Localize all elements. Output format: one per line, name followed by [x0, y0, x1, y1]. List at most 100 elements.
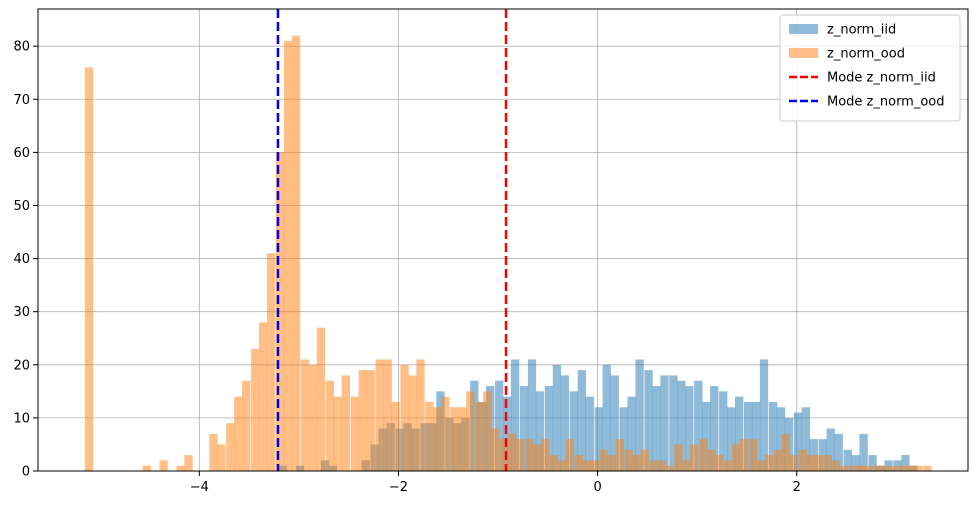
- histogram-bar: [416, 359, 425, 471]
- legend-swatch: [789, 48, 818, 58]
- histogram-bar: [627, 396, 636, 471]
- histogram-bar: [577, 370, 586, 471]
- histogram-bar: [640, 449, 649, 471]
- histogram-bar: [176, 465, 185, 471]
- histogram-bar: [544, 386, 554, 471]
- histogram-bar: [801, 407, 811, 471]
- histogram-bar: [674, 444, 683, 471]
- histogram-bar: [690, 444, 699, 471]
- histogram-bar: [519, 386, 529, 471]
- histogram-bar: [856, 465, 865, 471]
- histogram-bar: [660, 375, 669, 471]
- histogram-bar: [685, 386, 694, 471]
- histogram-bar: [632, 455, 641, 471]
- y-tick-label: 80: [13, 40, 30, 55]
- histogram-bar: [209, 433, 218, 471]
- histogram-bar: [491, 428, 500, 471]
- histogram-bar: [594, 407, 603, 471]
- histogram-bar: [881, 465, 890, 471]
- y-axis: 0 10 20 30 40 50 60 70 80: [13, 40, 38, 480]
- histogram-bar: [552, 364, 562, 471]
- histogram-bar: [475, 401, 484, 471]
- histogram-bar: [275, 152, 285, 471]
- histogram-bar: [184, 455, 193, 471]
- histogram-bar: [500, 439, 509, 471]
- x-tick-label: −2: [389, 480, 408, 495]
- x-tick-label: 0: [593, 480, 601, 495]
- histogram-bar: [507, 433, 517, 471]
- legend-box: [779, 14, 961, 122]
- histogram-bar: [719, 391, 728, 471]
- histogram-bar: [781, 433, 791, 471]
- histogram-bar: [607, 455, 616, 471]
- histogram-bar: [669, 375, 678, 471]
- histogram-bar: [851, 455, 860, 471]
- histogram-bar: [806, 455, 815, 471]
- histogram-bar: [893, 460, 902, 471]
- x-axis: −4 −2 0 2: [190, 471, 801, 495]
- histogram-bar: [383, 359, 392, 471]
- histogram-bar: [267, 253, 276, 471]
- x-tick-label: −4: [190, 480, 209, 495]
- legend-swatch: [789, 24, 818, 34]
- histogram-bar: [515, 439, 525, 471]
- histogram-bar: [677, 380, 686, 471]
- histogram-bar: [366, 370, 375, 471]
- histogram-bar: [635, 359, 644, 471]
- histogram-bar: [764, 455, 774, 471]
- x-tick-label: 2: [793, 480, 801, 495]
- histogram-bar: [615, 439, 624, 471]
- series-z-norm-ood: [84, 35, 932, 472]
- histogram-bar: [574, 455, 583, 471]
- histogram-bar: [657, 460, 666, 471]
- histogram-bar: [864, 465, 873, 471]
- histogram-bar: [773, 449, 783, 471]
- histogram-bar: [217, 444, 226, 471]
- histogram-bar: [868, 455, 877, 471]
- histogram-bar: [652, 386, 661, 471]
- histogram-bar: [789, 455, 799, 471]
- y-tick-label: 10: [13, 411, 30, 426]
- y-tick-label: 20: [13, 358, 30, 373]
- histogram-bar: [532, 444, 542, 471]
- histogram-bar: [707, 449, 716, 471]
- y-tick-label: 40: [13, 252, 30, 267]
- histogram-bar: [848, 465, 857, 471]
- legend-label: z_norm_iid: [827, 23, 896, 38]
- histogram-bar: [524, 439, 534, 471]
- histogram-bar: [242, 380, 251, 471]
- histogram-bar: [527, 359, 537, 471]
- histogram-bar: [557, 460, 567, 471]
- histogram-bar: [142, 465, 151, 471]
- histogram-bar: [350, 396, 359, 471]
- histogram-bar: [906, 465, 915, 471]
- legend-label: z_norm_ood: [827, 47, 905, 62]
- legend-label: Mode z_norm_ood: [827, 95, 945, 110]
- histogram-bar: [466, 391, 475, 471]
- histogram-bar: [325, 380, 335, 471]
- mode-lines: [276, 9, 508, 471]
- histogram-bar: [694, 380, 703, 471]
- legend-label: Mode z_norm_iid: [827, 71, 936, 86]
- y-tick-label: 30: [13, 305, 30, 320]
- histogram-bar: [831, 460, 840, 471]
- histogram-bar: [341, 375, 350, 471]
- histogram-bar: [585, 396, 594, 471]
- histogram-bar: [748, 439, 758, 471]
- histogram-bar: [226, 423, 235, 471]
- histogram-bar: [450, 407, 459, 471]
- legend: z_norm_iid z_norm_ood Mode z_norm_iid Mode …: [779, 14, 961, 122]
- histogram-bar: [425, 401, 434, 471]
- histogram-bar: [316, 327, 326, 471]
- y-tick-label: 70: [13, 93, 30, 108]
- histogram-bar: [843, 449, 852, 471]
- histogram-bar: [699, 439, 708, 471]
- y-tick-label: 60: [13, 146, 30, 161]
- histogram-bar: [715, 455, 724, 471]
- histogram-bar: [624, 449, 633, 471]
- histogram-bar: [569, 391, 579, 471]
- histogram-bar: [814, 455, 823, 471]
- grid: [38, 9, 968, 472]
- histogram-bar: [743, 401, 753, 471]
